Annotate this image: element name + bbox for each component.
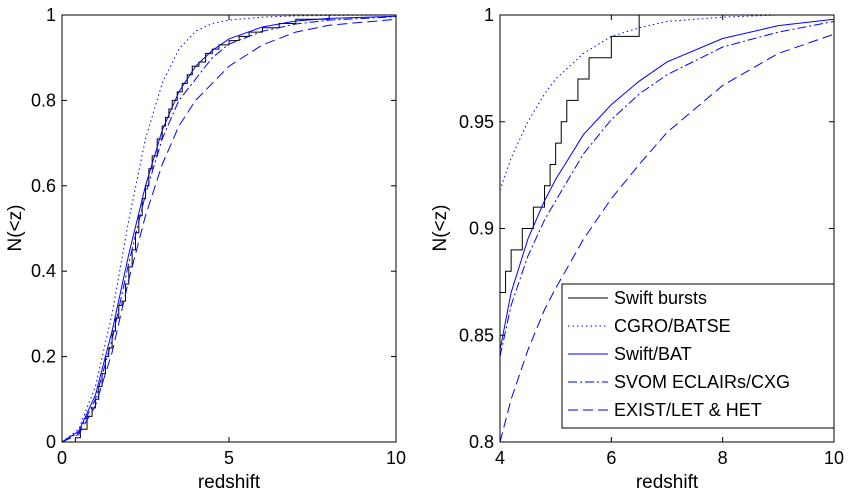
- right-panel: 4 6 8 10 0.8 0.85 0.9 0.95 1 redshift N(<z) Swif…: [430, 5, 844, 493]
- left-series-layer: [62, 15, 396, 442]
- left-series-swift-bat: [62, 15, 396, 442]
- legend: Swift bursts CGRO/BATSE Swift/BAT SVOM ECLA…: [561, 283, 835, 429]
- right-y-tick-label: 0.95: [459, 112, 494, 132]
- right-series-svom-eclairs-cxg: [500, 20, 834, 357]
- right-series-swift-bursts: [500, 15, 834, 294]
- right-x-tick-label: 4: [495, 448, 505, 468]
- right-y-tick-label: 0.85: [459, 325, 494, 345]
- legend-box: [561, 283, 835, 429]
- right-y-tick-label: 0.8: [469, 432, 494, 452]
- right-y-axis-label: N(<z): [430, 205, 451, 252]
- left-y-tick-label: 0.2: [31, 347, 56, 367]
- right-y-tick-label: 0.9: [469, 219, 494, 239]
- left-series-svom-eclairs-cxg: [62, 16, 396, 442]
- left-y-tick-label: 0.4: [31, 261, 56, 281]
- right-series-swift-bat: [500, 18, 834, 351]
- left-ticks: 0 5 10 0 0.2 0.4 0.6 0.8 1: [31, 5, 406, 468]
- right-y-tick-label: 1: [484, 5, 494, 25]
- right-ticks: 4 6 8 10 0.8 0.85 0.9 0.95 1: [459, 5, 844, 468]
- legend-entries: Swift bursts CGRO/BATSE Swift/BAT SVOM ECLA…: [568, 288, 790, 420]
- legend-label-cgro-batse: CGRO/BATSE: [614, 316, 731, 336]
- right-x-tick-label: 8: [718, 448, 728, 468]
- left-x-axis-label: redshift: [198, 472, 261, 493]
- right-x-axis-label: redshift: [636, 472, 699, 493]
- legend-label-exist-let-het: EXIST/LET & HET: [614, 400, 762, 420]
- left-y-tick-label: 0: [46, 432, 56, 452]
- right-x-tick-label: 10: [824, 448, 844, 468]
- left-plot-area: [62, 15, 396, 442]
- left-y-tick-label: 0.8: [31, 90, 56, 110]
- left-x-tick-label: 10: [386, 448, 406, 468]
- left-series-cgro-batse: [62, 15, 396, 442]
- left-x-tick-label: 5: [224, 448, 234, 468]
- right-series-layer: [500, 15, 834, 442]
- left-series-exist-let-het: [62, 18, 396, 442]
- left-x-tick-label: 0: [57, 448, 67, 468]
- right-x-tick-label: 6: [606, 448, 616, 468]
- legend-label-svom-eclairs-cxg: SVOM ECLAIRs/CXG: [614, 372, 790, 392]
- left-y-tick-label: 1: [46, 5, 56, 25]
- left-y-tick-label: 0.6: [31, 176, 56, 196]
- legend-label-swift-bursts: Swift bursts: [614, 288, 707, 308]
- right-series-exist-let-het: [500, 33, 834, 442]
- legend-label-swift-bat: Swift/BAT: [614, 344, 692, 364]
- left-y-axis-label: N(<z): [5, 205, 26, 252]
- left-panel: 0 5 10 0 0.2 0.4 0.6 0.8 1 redshift N(<z): [5, 5, 406, 493]
